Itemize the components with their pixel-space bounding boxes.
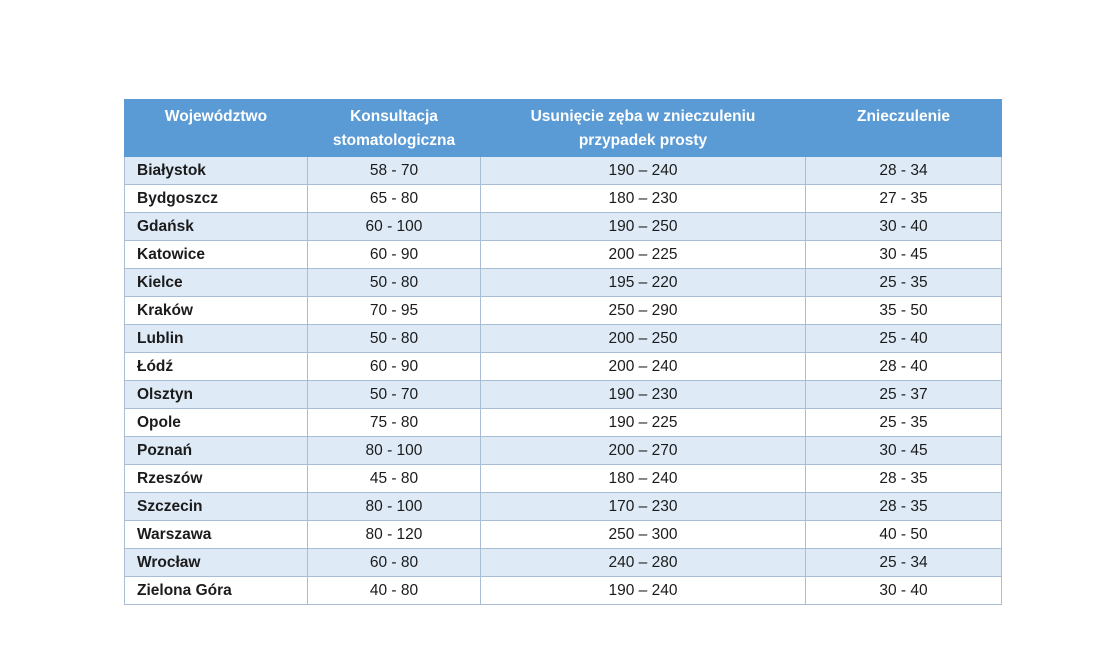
city-cell: Gdańsk [124,212,308,241]
anesthesia-price-cell: 25 - 40 [805,324,1002,353]
consultation-price-cell: 75 - 80 [307,408,481,437]
extraction-price-cell: 250 – 300 [480,520,806,549]
table-row: Olsztyn 50 - 70 190 – 230 25 - 37 [124,380,1002,409]
city-cell: Bydgoszcz [124,184,308,213]
anesthesia-price-cell: 30 - 45 [805,240,1002,269]
anesthesia-price-cell: 30 - 40 [805,212,1002,241]
consultation-price-cell: 58 - 70 [307,156,481,185]
city-cell: Warszawa [124,520,308,549]
city-cell: Olsztyn [124,380,308,409]
header-row: Województwo Konsultacja stomatologiczna … [124,99,1002,157]
table-row: Katowice 60 - 90 200 – 225 30 - 45 [124,240,1002,269]
extraction-price-cell: 240 – 280 [480,548,806,577]
consultation-price-cell: 60 - 90 [307,352,481,381]
city-cell: Zielona Góra [124,576,308,605]
extraction-price-cell: 190 – 250 [480,212,806,241]
anesthesia-price-cell: 28 - 34 [805,156,1002,185]
consultation-price-cell: 60 - 80 [307,548,481,577]
table-row: Opole 75 - 80 190 – 225 25 - 35 [124,408,1002,437]
extraction-price-cell: 170 – 230 [480,492,806,521]
city-cell: Białystok [124,156,308,185]
anesthesia-price-cell: 28 - 35 [805,464,1002,493]
consultation-price-cell: 50 - 80 [307,324,481,353]
city-cell: Łódź [124,352,308,381]
city-cell: Szczecin [124,492,308,521]
extraction-price-cell: 200 – 240 [480,352,806,381]
consultation-price-cell: 60 - 100 [307,212,481,241]
anesthesia-price-cell: 30 - 40 [805,576,1002,605]
city-cell: Kraków [124,296,308,325]
extraction-price-cell: 200 – 225 [480,240,806,269]
consultation-price-cell: 40 - 80 [307,576,481,605]
extraction-price-cell: 180 – 230 [480,184,806,213]
table-row: Zielona Góra 40 - 80 190 – 240 30 - 40 [124,576,1002,605]
table-row: Poznań 80 - 100 200 – 270 30 - 45 [124,436,1002,465]
city-cell: Opole [124,408,308,437]
city-cell: Katowice [124,240,308,269]
city-cell: Lublin [124,324,308,353]
table-row: Lublin 50 - 80 200 – 250 25 - 40 [124,324,1002,353]
consultation-price-cell: 45 - 80 [307,464,481,493]
table-row: Warszawa 80 - 120 250 – 300 40 - 50 [124,520,1002,549]
anesthesia-price-cell: 25 - 35 [805,268,1002,297]
table-row: Gdańsk 60 - 100 190 – 250 30 - 40 [124,212,1002,241]
dental-prices-table: Województwo Konsultacja stomatologiczna … [124,99,1002,605]
city-cell: Wrocław [124,548,308,577]
column-header-znieczulenie: Znieczulenie [805,99,1002,157]
consultation-price-cell: 80 - 100 [307,492,481,521]
table-header: Województwo Konsultacja stomatologiczna … [124,99,1002,157]
anesthesia-price-cell: 28 - 35 [805,492,1002,521]
extraction-price-cell: 190 – 240 [480,156,806,185]
column-header-usuniecie-zeba: Usunięcie zęba w znieczuleniu przypadek … [480,99,806,157]
anesthesia-price-cell: 40 - 50 [805,520,1002,549]
consultation-price-cell: 50 - 80 [307,268,481,297]
anesthesia-price-cell: 27 - 35 [805,184,1002,213]
extraction-price-cell: 195 – 220 [480,268,806,297]
city-cell: Rzeszów [124,464,308,493]
consultation-price-cell: 80 - 100 [307,436,481,465]
extraction-price-cell: 250 – 290 [480,296,806,325]
column-header-konsultacja-stomatologiczna: Konsultacja stomatologiczna [307,99,481,157]
table-row: Wrocław 60 - 80 240 – 280 25 - 34 [124,548,1002,577]
consultation-price-cell: 70 - 95 [307,296,481,325]
table-row: Rzeszów 45 - 80 180 – 240 28 - 35 [124,464,1002,493]
table-row: Łódź 60 - 90 200 – 240 28 - 40 [124,352,1002,381]
table-row: Szczecin 80 - 100 170 – 230 28 - 35 [124,492,1002,521]
consultation-price-cell: 80 - 120 [307,520,481,549]
extraction-price-cell: 190 – 225 [480,408,806,437]
table-row: Bydgoszcz 65 - 80 180 – 230 27 - 35 [124,184,1002,213]
table-row: Białystok 58 - 70 190 – 240 28 - 34 [124,156,1002,185]
column-header-wojewodztwo: Województwo [124,99,308,157]
extraction-price-cell: 190 – 230 [480,380,806,409]
city-cell: Kielce [124,268,308,297]
table-row: Kraków 70 - 95 250 – 290 35 - 50 [124,296,1002,325]
extraction-price-cell: 200 – 250 [480,324,806,353]
anesthesia-price-cell: 28 - 40 [805,352,1002,381]
extraction-price-cell: 200 – 270 [480,436,806,465]
anesthesia-price-cell: 25 - 37 [805,380,1002,409]
table-body: Białystok 58 - 70 190 – 240 28 - 34 Bydgoszc… [124,156,1002,605]
consultation-price-cell: 60 - 90 [307,240,481,269]
table-row: Kielce 50 - 80 195 – 220 25 - 35 [124,268,1002,297]
anesthesia-price-cell: 25 - 35 [805,408,1002,437]
anesthesia-price-cell: 25 - 34 [805,548,1002,577]
consultation-price-cell: 65 - 80 [307,184,481,213]
consultation-price-cell: 50 - 70 [307,380,481,409]
anesthesia-price-cell: 30 - 45 [805,436,1002,465]
city-cell: Poznań [124,436,308,465]
extraction-price-cell: 180 – 240 [480,464,806,493]
extraction-price-cell: 190 – 240 [480,576,806,605]
anesthesia-price-cell: 35 - 50 [805,296,1002,325]
